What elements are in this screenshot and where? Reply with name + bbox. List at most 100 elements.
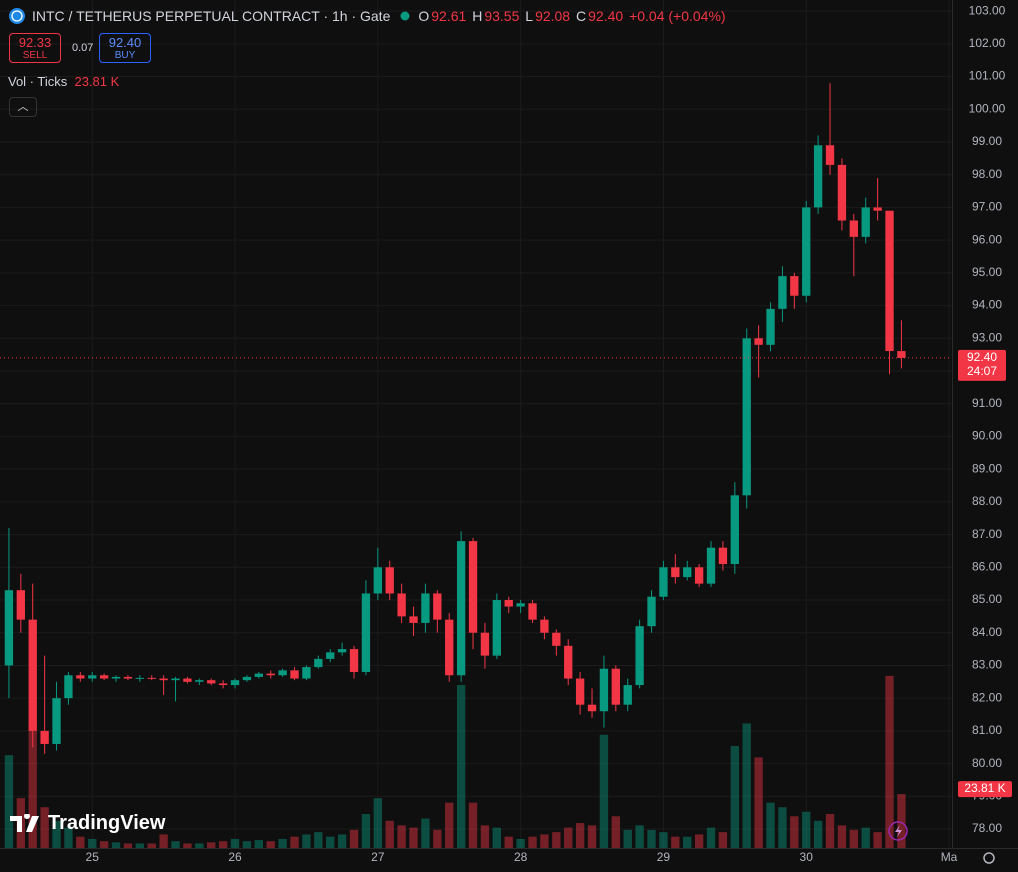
price-label: 92.40 (967, 350, 997, 364)
candle-body (540, 619, 549, 633)
volume-label-box (958, 781, 1012, 798)
y-tick-label: 87.00 (972, 527, 1002, 541)
volume-bar (802, 811, 811, 848)
candle-body (397, 593, 406, 617)
buy-price: 92.40 (108, 35, 142, 50)
volume-bar (230, 838, 240, 848)
price-axis (952, 0, 1018, 872)
candle-body (123, 676, 133, 679)
o-label: O (418, 8, 430, 24)
y-tick-label: 78.00 (972, 821, 1002, 835)
candle-body (659, 567, 668, 597)
symbol[interactable]: INTC / TETHERUS PERPETUAL CONTRACT · 1h … (32, 8, 391, 24)
candle-body (207, 680, 216, 684)
candle-body (456, 541, 466, 676)
x-tick-label: 27 (371, 850, 385, 864)
candle-body (409, 616, 418, 623)
candle-body (278, 670, 287, 676)
candle-body (647, 596, 656, 627)
h-label: H (472, 8, 483, 24)
candle-body (326, 652, 335, 659)
candle-body (504, 600, 513, 607)
logo-icon (10, 813, 39, 832)
candle-body (754, 338, 763, 345)
volume-bar (528, 836, 537, 848)
candle-body (99, 675, 109, 679)
volume-bar (242, 841, 252, 848)
y-tick-label: 85.00 (972, 592, 1002, 606)
candle-body (302, 667, 311, 679)
y-tick-label: 103.00 (969, 3, 1006, 17)
volume-bar (778, 807, 787, 848)
candle-body (349, 649, 359, 672)
candle-body (52, 698, 61, 744)
volume-bar (4, 755, 14, 848)
volume-bar (76, 836, 85, 848)
candle-body (897, 351, 906, 358)
y-tick-label: 83.00 (972, 658, 1002, 672)
candle-body (706, 547, 716, 584)
collapse-button[interactable]: ︿ (9, 97, 37, 117)
volume-bar (385, 820, 394, 848)
volume-bar (337, 834, 347, 848)
low: 92.08 (535, 8, 571, 24)
x-tick-label: Ma (941, 850, 958, 864)
candle-body (683, 567, 692, 578)
candle-body (183, 678, 192, 682)
candle-body (480, 632, 490, 656)
countdown: 24:07 (967, 364, 997, 378)
x-tick-label: 30 (800, 850, 814, 864)
y-tick-label: 93.00 (972, 330, 1002, 344)
volume-bar (861, 827, 870, 848)
volume-bar (647, 829, 656, 848)
volume-bar (314, 832, 323, 848)
volume-bar (147, 843, 156, 848)
y-tick-label: 95.00 (972, 265, 1002, 279)
volume-bar (361, 814, 371, 848)
volume-bar (599, 734, 609, 848)
logo: TradingView (10, 812, 165, 835)
volume-bar (326, 836, 335, 848)
volume-bar (552, 832, 561, 848)
candle-body (433, 593, 442, 620)
volume-bar (349, 829, 359, 848)
volume-bar (28, 721, 37, 848)
volume-bar (111, 842, 121, 848)
candle-body (492, 600, 501, 656)
candle-body (623, 685, 632, 705)
sell-button[interactable]: 92.33 SELL (9, 33, 61, 63)
volume-bar (718, 832, 728, 848)
volume-bar (302, 834, 311, 848)
volume-bar (468, 802, 478, 848)
volume-bar (564, 827, 573, 848)
volume-bar (171, 841, 180, 848)
volume-bar (278, 838, 287, 848)
volume-bar (730, 746, 739, 848)
y-tick-label: 90.00 (972, 429, 1002, 443)
volume-bar (897, 794, 906, 848)
volume-bar (742, 723, 751, 848)
candle-body (159, 678, 168, 681)
volume-bar (671, 836, 680, 848)
candle-body (230, 680, 240, 686)
volume-bar (433, 829, 442, 848)
candle-body (742, 338, 751, 496)
y-tick-label: 89.00 (972, 461, 1002, 475)
candle-body (195, 680, 204, 682)
candle-body (28, 619, 37, 731)
volume-bar (885, 675, 894, 848)
volume-bar (183, 843, 192, 848)
volume-bar (456, 684, 466, 848)
indicator-name: Vol · Ticks (8, 74, 68, 89)
y-tick-label: 81.00 (972, 723, 1002, 737)
buy-button[interactable]: 92.40 BUY (99, 33, 151, 63)
volume-bar (421, 818, 430, 848)
volume-bar (373, 798, 382, 848)
candle-body (802, 207, 811, 296)
volume-bar (195, 843, 204, 848)
x-tick-label: 29 (657, 850, 671, 864)
volume-bar (159, 834, 168, 848)
volume-bar (516, 838, 525, 848)
